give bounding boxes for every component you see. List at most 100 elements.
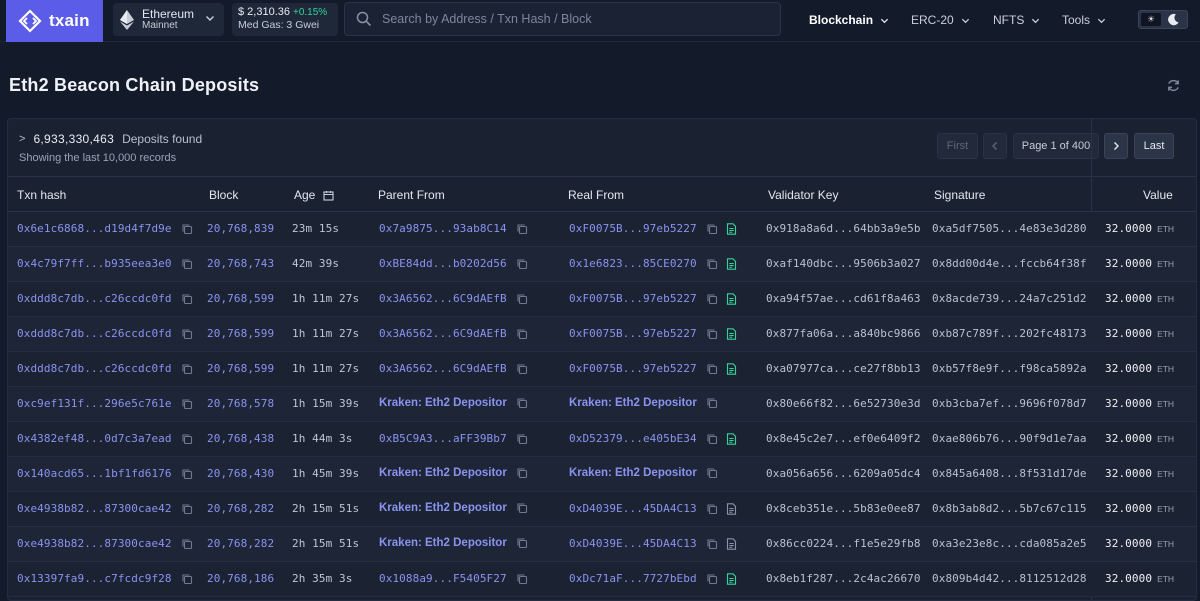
nav-nfts[interactable]: NFTS <box>993 12 1040 28</box>
copy-icon[interactable] <box>181 468 193 480</box>
calendar-icon[interactable] <box>323 190 334 201</box>
nav-tools[interactable]: Tools <box>1062 12 1106 28</box>
copy-icon[interactable] <box>706 397 718 409</box>
txn-hash-link[interactable]: 0x140acd65...1bf1fd6176 <box>17 467 172 480</box>
nav-blockchain[interactable]: Blockchain <box>809 12 889 28</box>
block-link[interactable]: 20,768,186 <box>207 572 275 585</box>
copy-icon[interactable] <box>516 502 528 514</box>
real-from-link[interactable]: 0xDc71aF...7727bEbd <box>569 572 697 585</box>
txn-hash-link[interactable]: 0xe4938b82...87300cae42 <box>17 502 172 515</box>
theme-toggle[interactable]: ☀ <box>1138 10 1188 29</box>
document-icon[interactable] <box>726 222 737 235</box>
document-icon[interactable] <box>726 292 737 305</box>
block-link[interactable]: 20,768,430 <box>207 467 275 480</box>
parent-from-link[interactable]: 0x3A6562...6C9dAEfB <box>379 292 507 305</box>
copy-icon[interactable] <box>181 328 193 340</box>
parent-from-link[interactable]: Kraken: Eth2 Depositor <box>379 537 507 549</box>
document-icon[interactable] <box>726 362 737 375</box>
last-page-button[interactable]: Last <box>1134 133 1174 159</box>
document-icon[interactable] <box>726 432 737 445</box>
real-from-link[interactable]: 0xF0075B...97eb5227 <box>569 362 697 375</box>
copy-icon[interactable] <box>181 258 193 270</box>
document-icon[interactable] <box>726 257 737 270</box>
document-icon[interactable] <box>726 327 737 340</box>
txn-hash-link[interactable]: 0xddd8c7db...c26ccdc0fd <box>17 327 172 340</box>
copy-icon[interactable] <box>706 328 718 340</box>
real-from-link[interactable]: 0xF0075B...97eb5227 <box>569 292 697 305</box>
copy-icon[interactable] <box>516 223 528 235</box>
copy-icon[interactable] <box>516 328 528 340</box>
copy-icon[interactable] <box>516 467 528 479</box>
copy-icon[interactable] <box>181 433 193 445</box>
parent-from-link[interactable]: Kraken: Eth2 Depositor <box>379 397 507 409</box>
real-from-link[interactable]: 0xF0075B...97eb5227 <box>569 327 697 340</box>
header-age[interactable]: Age <box>294 188 334 202</box>
copy-icon[interactable] <box>516 573 528 585</box>
block-link[interactable]: 20,768,599 <box>207 327 275 340</box>
parent-from-link[interactable]: 0xB5C9A3...aFF39Bb7 <box>379 432 507 445</box>
real-from-link[interactable]: Kraken: Eth2 Depositor <box>569 397 697 409</box>
copy-icon[interactable] <box>516 363 528 375</box>
block-link[interactable]: 20,768,282 <box>207 502 275 515</box>
block-link[interactable]: 20,768,438 <box>207 432 275 445</box>
previous-page-button[interactable] <box>983 133 1007 159</box>
parent-from-link[interactable]: 0x3A6562...6C9dAEfB <box>379 362 507 375</box>
real-from-link[interactable]: 0xD4039E...45DA4C13 <box>569 502 697 515</box>
copy-icon[interactable] <box>181 363 193 375</box>
copy-icon[interactable] <box>516 258 528 270</box>
network-selector[interactable]: Ethereum Mainnet <box>113 3 224 36</box>
copy-icon[interactable] <box>181 573 193 585</box>
caret-right-icon[interactable]: > <box>19 133 26 145</box>
copy-icon[interactable] <box>516 433 528 445</box>
copy-icon[interactable] <box>706 293 718 305</box>
copy-icon[interactable] <box>706 538 718 550</box>
copy-icon[interactable] <box>181 538 193 550</box>
real-from-link[interactable]: 0x1e6823...85CE0270 <box>569 257 697 270</box>
copy-icon[interactable] <box>181 223 193 235</box>
document-icon[interactable] <box>726 537 737 550</box>
parent-from-link[interactable]: Kraken: Eth2 Depositor <box>379 467 507 479</box>
txn-hash-link[interactable]: 0xc9ef131f...296e5c761e <box>17 397 172 410</box>
copy-icon[interactable] <box>181 503 193 515</box>
parent-from-link[interactable]: Kraken: Eth2 Depositor <box>379 502 507 514</box>
txn-hash-link[interactable]: 0xe4938b82...87300cae42 <box>17 537 172 550</box>
search-box[interactable] <box>344 2 781 36</box>
parent-from-link[interactable]: 0x1088a9...F5405F27 <box>379 572 507 585</box>
copy-icon[interactable] <box>181 293 193 305</box>
txn-hash-link[interactable]: 0x13397fa9...c7fcdc9f28 <box>17 572 172 585</box>
document-icon[interactable] <box>726 572 737 585</box>
copy-icon[interactable] <box>516 537 528 549</box>
block-link[interactable]: 20,768,578 <box>207 397 275 410</box>
txn-hash-link[interactable]: 0x4382ef48...0d7c3a7ead <box>17 432 172 445</box>
txn-hash-link[interactable]: 0xddd8c7db...c26ccdc0fd <box>17 362 172 375</box>
real-from-link[interactable]: 0xD4039E...45DA4C13 <box>569 537 697 550</box>
first-page-button[interactable]: First <box>937 133 978 159</box>
copy-icon[interactable] <box>706 503 718 515</box>
block-link[interactable]: 20,768,599 <box>207 292 275 305</box>
next-page-button[interactable] <box>1104 133 1128 159</box>
block-link[interactable]: 20,768,839 <box>207 222 275 235</box>
search-input[interactable] <box>382 12 762 26</box>
txn-hash-link[interactable]: 0x4c79f7ff...b935eea3e0 <box>17 257 172 270</box>
real-from-link[interactable]: Kraken: Eth2 Depositor <box>569 467 697 479</box>
parent-from-link[interactable]: 0x7a9875...93ab8C14 <box>379 222 507 235</box>
parent-from-link[interactable]: 0xBE84dd...b0202d56 <box>379 257 507 270</box>
copy-icon[interactable] <box>516 397 528 409</box>
copy-icon[interactable] <box>706 467 718 479</box>
real-from-link[interactable]: 0xF0075B...97eb5227 <box>569 222 697 235</box>
block-link[interactable]: 20,768,282 <box>207 537 275 550</box>
copy-icon[interactable] <box>706 433 718 445</box>
parent-from-link[interactable]: 0x3A6562...6C9dAEfB <box>379 327 507 340</box>
document-icon[interactable] <box>726 502 737 515</box>
refresh-icon[interactable] <box>1166 78 1181 93</box>
copy-icon[interactable] <box>706 223 718 235</box>
block-link[interactable]: 20,768,599 <box>207 362 275 375</box>
copy-icon[interactable] <box>181 398 193 410</box>
block-link[interactable]: 20,768,743 <box>207 257 275 270</box>
txn-hash-link[interactable]: 0x6e1c6868...d19d4f7d9e <box>17 222 172 235</box>
txn-hash-link[interactable]: 0xddd8c7db...c26ccdc0fd <box>17 292 172 305</box>
txain-logo[interactable]: txain <box>6 0 103 42</box>
copy-icon[interactable] <box>706 258 718 270</box>
nav-erc20[interactable]: ERC-20 <box>911 12 970 28</box>
copy-icon[interactable] <box>516 293 528 305</box>
